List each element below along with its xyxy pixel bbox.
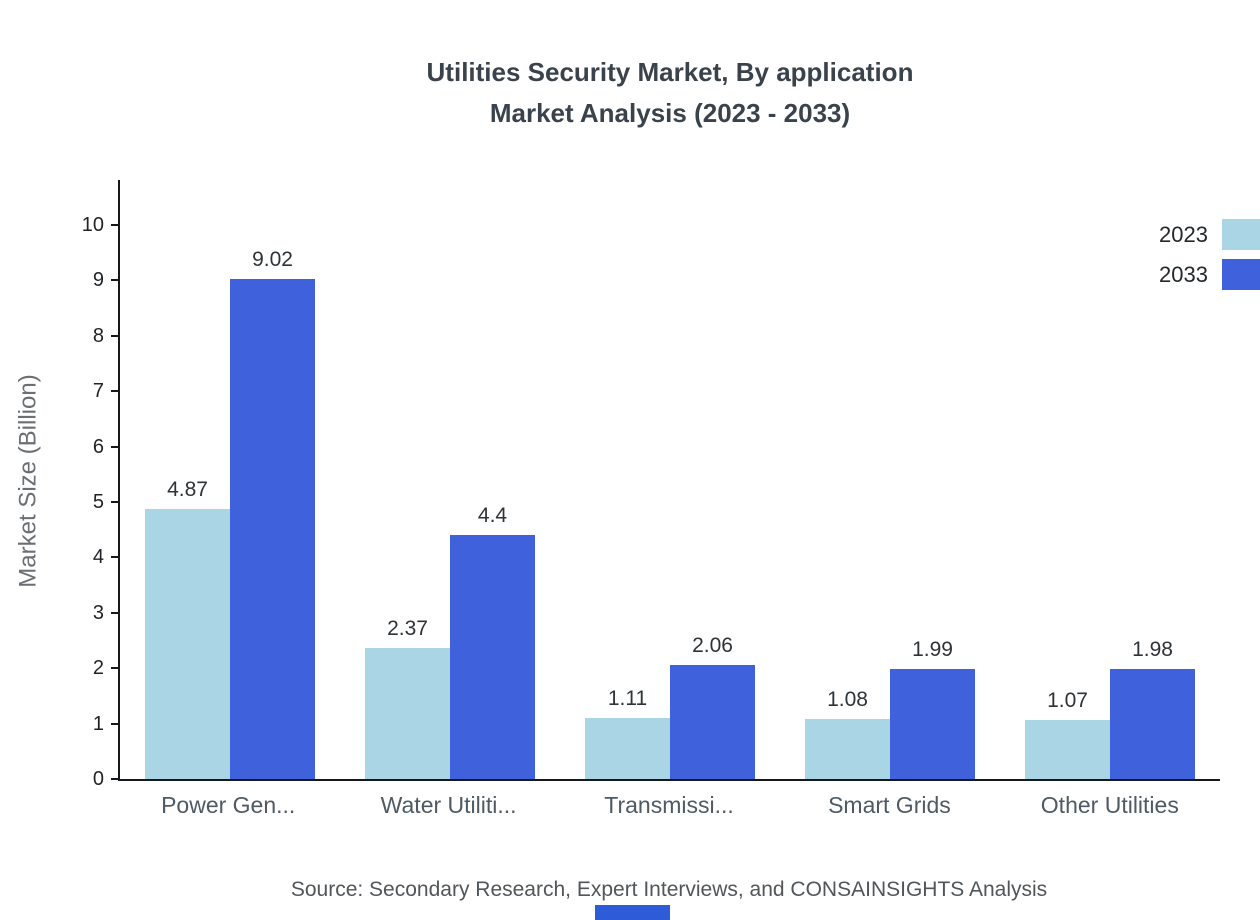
legend-item: 2023	[1159, 219, 1260, 250]
bar-group: 1.07 1.98	[1000, 638, 1220, 779]
bar-wrap: 1.07	[1025, 689, 1110, 779]
bar-value-label: 1.11	[607, 686, 648, 710]
legend-swatch	[1222, 259, 1260, 290]
bar-wrap: 9.02	[230, 248, 315, 779]
bar-value-label: 4.87	[167, 478, 208, 502]
x-category-label: Smart Grids	[828, 792, 951, 818]
y-tick-label: 6	[92, 435, 104, 458]
bar-group: 1.08 1.99	[780, 638, 1000, 779]
legend: 2023 2033	[1159, 219, 1260, 290]
y-tick-mark	[111, 334, 120, 337]
bar-wrap: 1.08	[805, 688, 890, 779]
chart-title-line1: Utilities Security Market, By applicatio…	[426, 57, 914, 87]
bar-wrap: 2.37	[365, 617, 450, 779]
y-tick-mark	[111, 279, 120, 282]
bar-group: 1.11 2.06	[560, 634, 780, 779]
x-category-label: Other Utilities	[1040, 792, 1179, 818]
y-tick-label: 3	[92, 601, 104, 624]
bar-groups: 4.87 9.02 2.37 4.4 1.11 2.06 1.08 1.99 1.07 1.98	[120, 180, 1220, 779]
x-axis-labels: Power Gen... Water Utiliti... Transmissi..…	[118, 792, 1220, 819]
chart-title: Utilities Security Market, By applicatio…	[80, 52, 1260, 134]
bar-2033	[230, 279, 315, 779]
bar-2023	[365, 647, 450, 779]
y-axis-title: Market Size (Billion)	[6, 180, 52, 781]
source-text: Source: Secondary Research, Expert Inter…	[290, 878, 1048, 901]
x-category-label: Power Gen...	[161, 792, 296, 818]
bar-value-label: 1.99	[912, 637, 953, 661]
chart-title-line2: Market Analysis (2023 - 2033)	[489, 98, 851, 128]
bar-group: 4.87 9.02	[120, 248, 340, 779]
bar-value-label: 1.08	[827, 688, 868, 712]
bar-2023	[145, 509, 230, 779]
bar-value-label: 1.07	[1047, 688, 1088, 712]
x-category-label: Transmissi...	[604, 792, 734, 818]
y-tick-label: 8	[92, 324, 104, 347]
bar-2033	[670, 664, 755, 779]
y-tick-mark	[111, 611, 120, 614]
bar-value-label: 9.02	[252, 248, 293, 272]
x-category-label: Water Utiliti...	[380, 792, 517, 818]
y-tick-mark	[111, 722, 120, 725]
y-tick-label: 9	[92, 269, 104, 292]
bar-wrap: 1.98	[1110, 638, 1195, 779]
y-tick-mark	[111, 501, 120, 503]
legend-label: 2023	[1159, 221, 1208, 247]
y-tick-label: 2	[92, 657, 104, 680]
legend-label: 2033	[1159, 261, 1208, 287]
y-tick-mark	[111, 667, 120, 670]
bar-wrap: 2.06	[670, 634, 755, 779]
bar-wrap: 1.99	[890, 638, 975, 779]
bar-2033	[450, 535, 535, 779]
bar-2033	[890, 668, 975, 779]
bar-group: 2.37 4.4	[340, 504, 560, 779]
y-tick-mark	[111, 778, 120, 780]
bar-2023	[585, 717, 670, 779]
y-axis-title-text: Market Size (Billion)	[15, 373, 43, 588]
bar-wrap: 4.4	[450, 504, 535, 779]
bar-value-label: 2.37	[387, 616, 428, 640]
legend-item: 2033	[1159, 259, 1260, 290]
y-tick-mark	[111, 556, 120, 559]
plot-area: 0 1 2 3 4 5 6 7 8 9 10 4.87 9.02 2.37 4.4 1.11 2.06 1.08 1…	[82, 180, 1220, 790]
bar-value-label: 4.4	[477, 504, 508, 528]
bottom-logo-strip	[595, 905, 670, 920]
y-tick-mark	[111, 445, 120, 448]
bar-2023	[1025, 719, 1110, 779]
y-tick-label: 7	[92, 380, 104, 403]
legend-swatch	[1222, 219, 1260, 250]
bar-value-label: 1.98	[1132, 638, 1173, 662]
y-tick-label: 4	[92, 546, 104, 569]
y-tick-label: 1	[92, 712, 104, 735]
y-tick-label: 10	[81, 214, 104, 236]
y-tick-mark	[111, 390, 120, 393]
bar-value-label: 2.06	[692, 633, 733, 657]
y-tick-mark	[111, 224, 120, 226]
bar-wrap: 4.87	[145, 478, 230, 779]
bar-wrap: 1.11	[585, 687, 670, 779]
bar-2033	[1110, 669, 1195, 779]
y-tick-label: 5	[92, 491, 104, 513]
bar-2023	[805, 719, 890, 779]
y-tick-label: 0	[92, 768, 104, 790]
